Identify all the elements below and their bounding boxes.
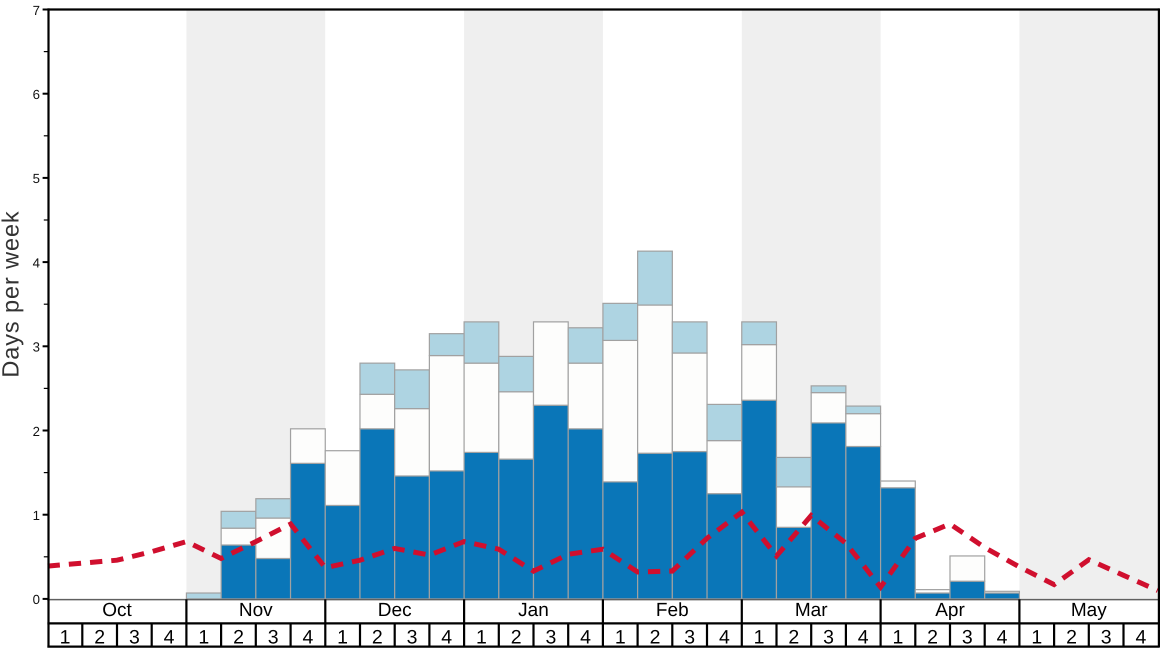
svg-text:3: 3 <box>268 627 279 649</box>
svg-text:2: 2 <box>788 627 799 649</box>
svg-text:3: 3 <box>962 627 973 649</box>
svg-text:1: 1 <box>476 627 487 649</box>
svg-text:Jan: Jan <box>518 600 549 621</box>
svg-text:3: 3 <box>407 627 418 649</box>
svg-text:3: 3 <box>129 627 140 649</box>
svg-text:2: 2 <box>233 627 244 649</box>
svg-text:3: 3 <box>545 627 556 649</box>
svg-text:Nov: Nov <box>239 600 273 621</box>
svg-text:0: 0 <box>33 592 40 607</box>
svg-text:4: 4 <box>33 255 40 270</box>
svg-text:4: 4 <box>719 627 730 649</box>
svg-text:1: 1 <box>1031 627 1042 649</box>
svg-text:1: 1 <box>33 508 40 523</box>
svg-text:1: 1 <box>754 627 765 649</box>
svg-text:2: 2 <box>927 627 938 649</box>
svg-text:3: 3 <box>1101 627 1112 649</box>
svg-text:4: 4 <box>164 627 175 649</box>
svg-text:5: 5 <box>33 171 40 186</box>
svg-text:3: 3 <box>823 627 834 649</box>
svg-text:Apr: Apr <box>935 600 965 621</box>
svg-text:7: 7 <box>33 3 40 18</box>
svg-text:3: 3 <box>33 340 40 355</box>
svg-text:Days per week: Days per week <box>0 210 24 377</box>
svg-text:1: 1 <box>337 627 348 649</box>
svg-text:6: 6 <box>33 87 40 102</box>
svg-text:Feb: Feb <box>656 600 689 621</box>
svg-text:2: 2 <box>650 627 661 649</box>
svg-text:2: 2 <box>511 627 522 649</box>
svg-text:4: 4 <box>302 627 313 649</box>
svg-text:1: 1 <box>615 627 626 649</box>
svg-text:Mar: Mar <box>795 600 828 621</box>
svg-text:May: May <box>1071 600 1107 621</box>
svg-text:4: 4 <box>858 627 869 649</box>
svg-text:2: 2 <box>33 424 40 439</box>
svg-text:2: 2 <box>94 627 105 649</box>
svg-text:Oct: Oct <box>102 600 132 621</box>
svg-text:4: 4 <box>1135 627 1146 649</box>
svg-text:1: 1 <box>60 627 71 649</box>
svg-text:Dec: Dec <box>378 600 412 621</box>
svg-text:1: 1 <box>892 627 903 649</box>
svg-text:1: 1 <box>198 627 209 649</box>
svg-text:2: 2 <box>372 627 383 649</box>
svg-text:4: 4 <box>441 627 452 649</box>
svg-text:2: 2 <box>1066 627 1077 649</box>
svg-text:4: 4 <box>580 627 591 649</box>
svg-text:3: 3 <box>684 627 695 649</box>
svg-text:4: 4 <box>997 627 1008 649</box>
